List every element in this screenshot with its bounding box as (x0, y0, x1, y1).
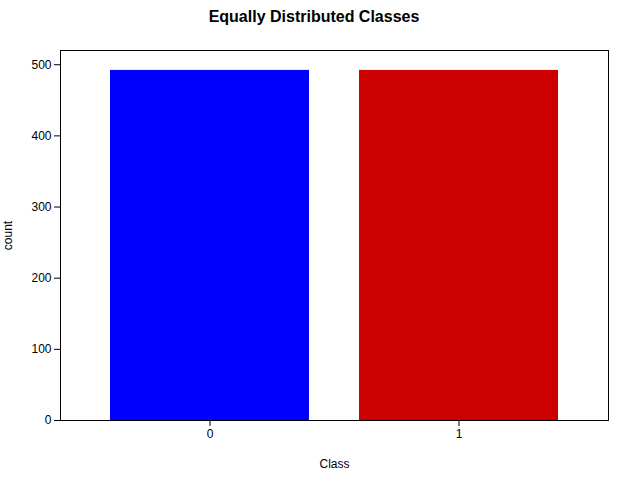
svg-text:100: 100 (31, 342, 51, 356)
svg-text:0: 0 (45, 413, 52, 427)
svg-text:1: 1 (456, 427, 463, 441)
svg-text:Class: Class (319, 457, 349, 471)
svg-text:0: 0 (207, 427, 214, 441)
svg-text:300: 300 (31, 200, 51, 214)
svg-text:400: 400 (31, 129, 51, 143)
svg-text:200: 200 (31, 271, 51, 285)
svg-text:count: count (1, 220, 15, 250)
svg-text:500: 500 (31, 58, 51, 72)
html-text:Equally Distributed Classes: Equally Distributed Classes (208, 8, 420, 25)
